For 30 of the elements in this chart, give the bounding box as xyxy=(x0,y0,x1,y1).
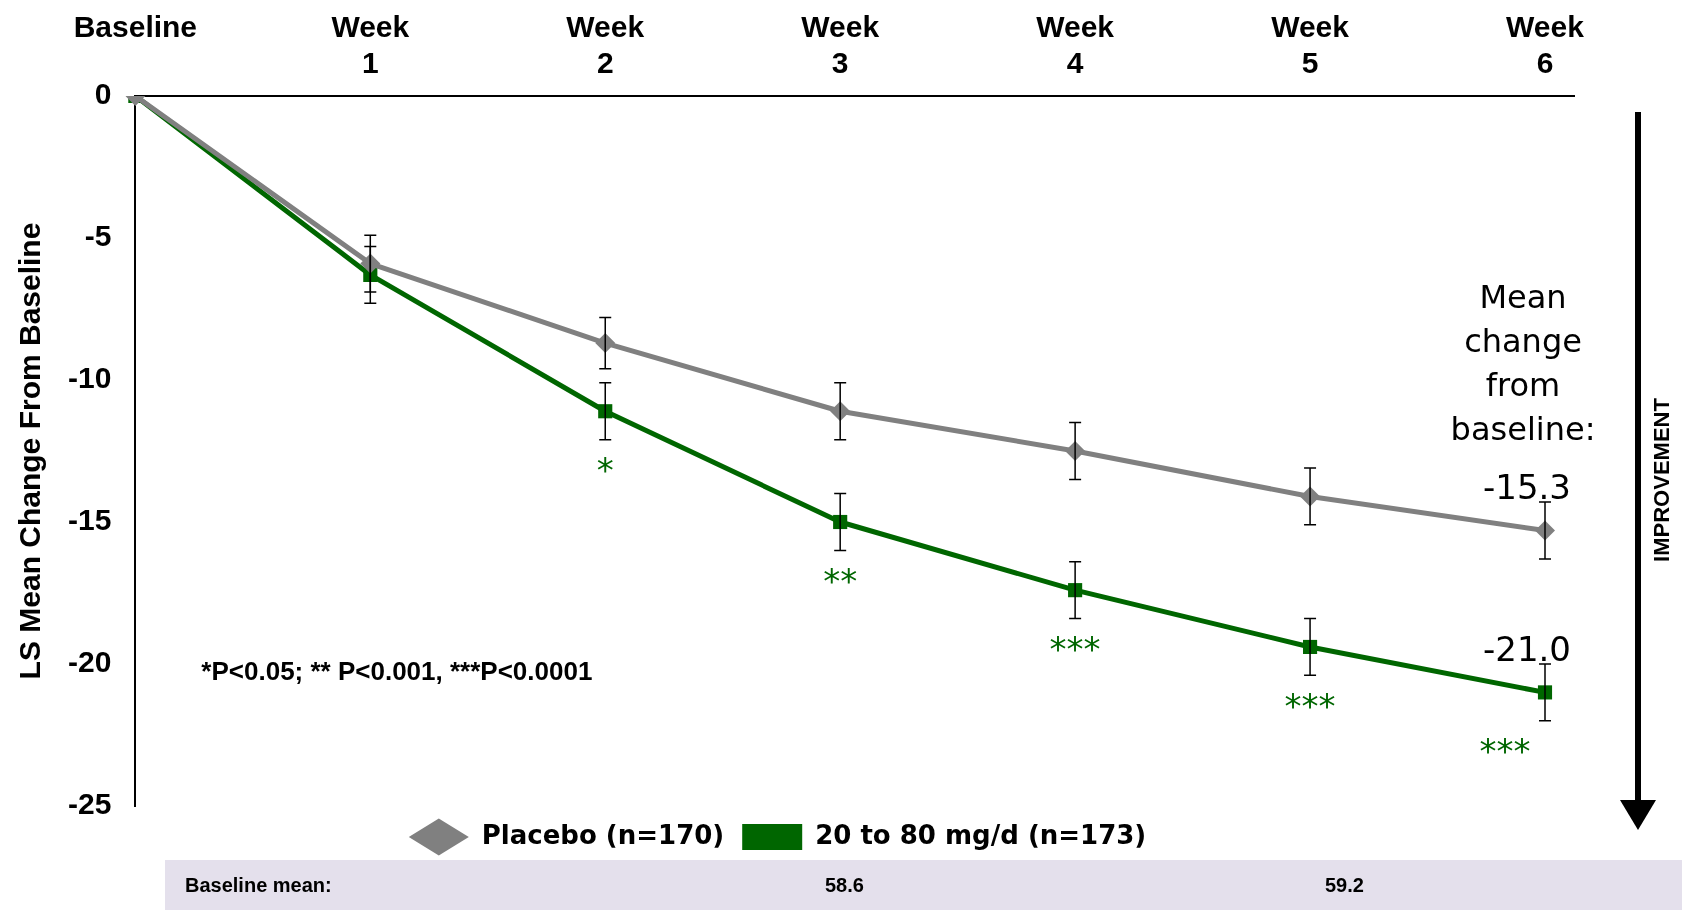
annotation: * xyxy=(596,450,614,491)
y-tick-label: -15 xyxy=(68,503,112,537)
x-tick-label: Week 5 xyxy=(1271,10,1350,80)
y-axis-title: LS Mean Change From Baseline xyxy=(13,222,47,680)
annotation: *** xyxy=(1284,685,1336,726)
annotation: ** xyxy=(823,560,858,601)
x-tick-label: Baseline xyxy=(73,10,198,44)
annotation: *P<0.05; ** P<0.001, ***P<0.0001 xyxy=(201,655,593,686)
y-tick-label: -20 xyxy=(68,645,112,679)
x-tick-label: Week 6 xyxy=(1506,10,1585,80)
y-tick-label: -10 xyxy=(68,361,112,395)
text: 59.2 xyxy=(1325,874,1364,897)
y-tick-label: -5 xyxy=(84,219,112,253)
text: Baseline mean: xyxy=(185,874,332,897)
legend-label: 20 to 80 mg/d (n=173) xyxy=(815,819,1147,850)
annotation: *** xyxy=(1479,731,1531,772)
y-tick-label: 0 xyxy=(94,77,112,111)
text: 58.6 xyxy=(825,874,864,897)
text: IMPROVEMENT xyxy=(1649,398,1675,562)
y-tick-label: -25 xyxy=(68,787,112,821)
legend-label: Placebo (n=170) xyxy=(481,819,725,850)
x-tick-label: Week 2 xyxy=(566,10,645,80)
annotation: -15.3 xyxy=(1483,467,1571,508)
x-tick-label: Week 4 xyxy=(1036,10,1115,80)
annotation: Mean change from baseline: xyxy=(1450,278,1596,449)
annotation: *** xyxy=(1049,628,1101,669)
point xyxy=(360,253,381,274)
x-tick-label: Week 3 xyxy=(801,10,880,80)
annotation: -21.0 xyxy=(1483,629,1571,670)
x-tick-label: Week 1 xyxy=(331,10,410,80)
